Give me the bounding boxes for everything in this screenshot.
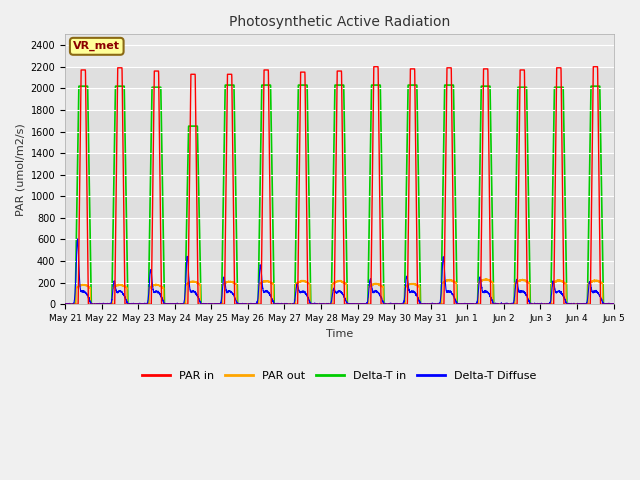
Bar bbox=[65, 153, 614, 175]
Bar bbox=[65, 110, 614, 132]
X-axis label: Time: Time bbox=[326, 329, 353, 338]
Text: VR_met: VR_met bbox=[73, 41, 120, 51]
Bar bbox=[65, 67, 614, 88]
Y-axis label: PAR (umol/m2/s): PAR (umol/m2/s) bbox=[15, 123, 25, 216]
Legend: PAR in, PAR out, Delta-T in, Delta-T Diffuse: PAR in, PAR out, Delta-T in, Delta-T Dif… bbox=[138, 366, 541, 385]
Bar bbox=[65, 283, 614, 304]
Title: Photosynthetic Active Radiation: Photosynthetic Active Radiation bbox=[228, 15, 450, 29]
Bar bbox=[65, 196, 614, 218]
Bar bbox=[65, 240, 614, 261]
